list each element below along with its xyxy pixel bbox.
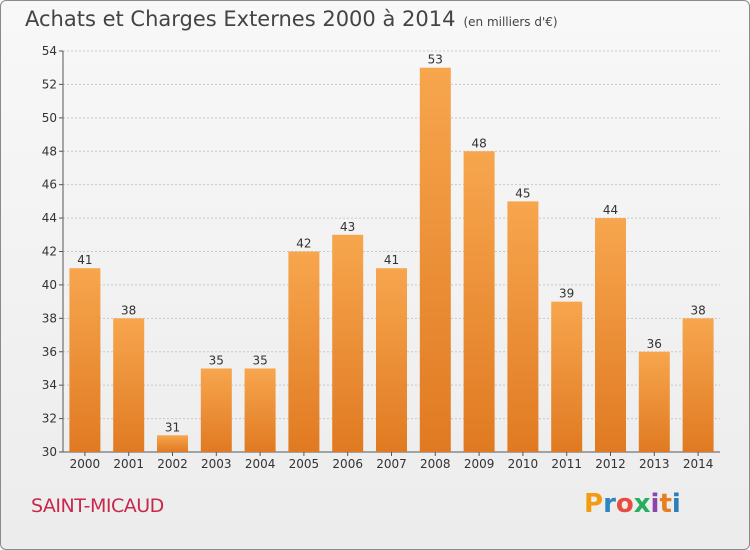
logo-letter: x <box>633 489 651 519</box>
x-tick-label: 2014 <box>683 457 714 471</box>
bar-value-label: 44 <box>603 203 618 217</box>
bar <box>551 301 583 452</box>
bar <box>200 368 232 452</box>
bar-value-label: 45 <box>515 186 530 200</box>
logo-letter: i <box>650 489 660 519</box>
bar <box>376 268 407 452</box>
bar <box>638 351 670 452</box>
commune-name: SAINT-MICAUD <box>31 495 164 517</box>
x-tick-label: 2000 <box>70 457 101 471</box>
x-tick-label: 2001 <box>113 457 144 471</box>
bar-value-label: 53 <box>428 53 443 67</box>
y-tick-label: 30 <box>42 445 57 459</box>
x-tick-label: 2010 <box>508 457 539 471</box>
bar <box>332 234 364 452</box>
y-tick-label: 32 <box>42 412 57 426</box>
y-tick-label: 50 <box>42 111 57 125</box>
bar <box>244 368 276 452</box>
chart-title-text: Achats et Charges Externes 2000 à 2014 <box>25 7 456 31</box>
y-tick-label: 46 <box>42 178 57 192</box>
logo-letter: P <box>584 489 604 519</box>
y-tick-label: 34 <box>42 378 57 392</box>
bar <box>507 201 539 452</box>
y-tick-label: 44 <box>42 211 57 225</box>
x-tick-label: 2004 <box>245 457 276 471</box>
y-tick-label: 42 <box>42 245 57 259</box>
bar-value-label: 41 <box>384 253 399 267</box>
chart-subtitle: (en milliers d'€) <box>463 15 558 29</box>
x-tick-label: 2006 <box>332 457 363 471</box>
bar <box>288 251 320 452</box>
bar-value-label: 36 <box>647 337 662 351</box>
x-tick-label: 2005 <box>289 457 320 471</box>
bar <box>157 435 188 452</box>
proxiti-logo: Proxiti <box>584 489 681 519</box>
x-tick-label: 2009 <box>464 457 495 471</box>
bar-value-label: 31 <box>165 420 180 434</box>
bar <box>69 268 101 452</box>
logo-letter: r <box>603 489 616 519</box>
y-tick-label: 38 <box>42 311 57 325</box>
bar-value-label: 38 <box>690 303 705 317</box>
y-tick-label: 52 <box>42 77 57 91</box>
bar <box>595 218 626 452</box>
chart-title: Achats et Charges Externes 2000 à 2014 (e… <box>25 7 558 31</box>
y-tick-label: 36 <box>42 345 57 359</box>
x-tick-label: 2002 <box>157 457 188 471</box>
bar-value-label: 35 <box>252 353 267 367</box>
x-tick-label: 2013 <box>639 457 670 471</box>
bar-value-label: 42 <box>296 237 311 251</box>
x-tick-label: 2007 <box>376 457 407 471</box>
bar-value-label: 39 <box>559 287 574 301</box>
logo-letter: i <box>671 489 681 519</box>
bar <box>682 318 714 452</box>
y-tick-label: 40 <box>42 278 57 292</box>
x-tick-label: 2012 <box>595 457 626 471</box>
x-tick-label: 2003 <box>201 457 232 471</box>
bar-value-label: 41 <box>77 253 92 267</box>
x-tick-label: 2008 <box>420 457 451 471</box>
bar <box>419 67 451 452</box>
bar <box>113 318 145 452</box>
bar <box>463 151 495 452</box>
logo-letter: o <box>615 489 634 519</box>
logo-letter: t <box>659 489 672 519</box>
x-tick-label: 2011 <box>551 457 582 471</box>
bar-value-label: 35 <box>209 353 224 367</box>
bar-value-label: 43 <box>340 220 355 234</box>
bar-value-label: 48 <box>471 136 486 150</box>
y-tick-label: 54 <box>42 44 57 58</box>
y-tick-label: 48 <box>42 144 57 158</box>
bar-value-label: 38 <box>121 303 136 317</box>
